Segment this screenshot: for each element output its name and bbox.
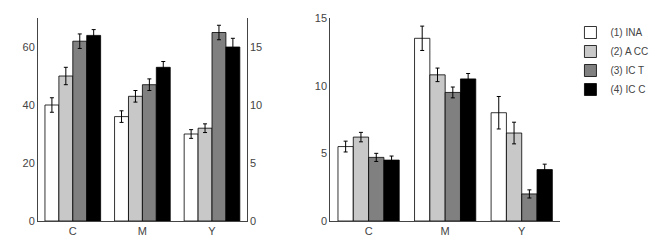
svg-text:(4) IC C: (4) IC C (610, 84, 645, 95)
svg-text:60: 60 (23, 41, 35, 53)
svg-text:0: 0 (29, 215, 35, 227)
svg-text:20: 20 (23, 157, 35, 169)
svg-text:C: C (365, 225, 373, 237)
svg-text:0: 0 (321, 215, 327, 227)
svg-text:M: M (441, 225, 450, 237)
svg-text:Y: Y (518, 225, 526, 237)
svg-text:10: 10 (250, 99, 262, 111)
svg-text:(3) IC T: (3) IC T (610, 65, 644, 76)
svg-text:15: 15 (315, 12, 327, 24)
svg-text:10: 10 (315, 80, 327, 92)
svg-text:5: 5 (250, 157, 256, 169)
svg-text:C: C (69, 225, 77, 237)
svg-text:(1) INA: (1) INA (610, 27, 642, 38)
svg-text:40: 40 (23, 99, 35, 111)
svg-text:Y: Y (208, 225, 216, 237)
svg-text:0: 0 (250, 215, 256, 227)
svg-text:M: M (138, 225, 147, 237)
svg-text:15: 15 (250, 41, 262, 53)
svg-text:5: 5 (321, 147, 327, 159)
svg-text:(2) A CC: (2) A CC (610, 46, 648, 57)
